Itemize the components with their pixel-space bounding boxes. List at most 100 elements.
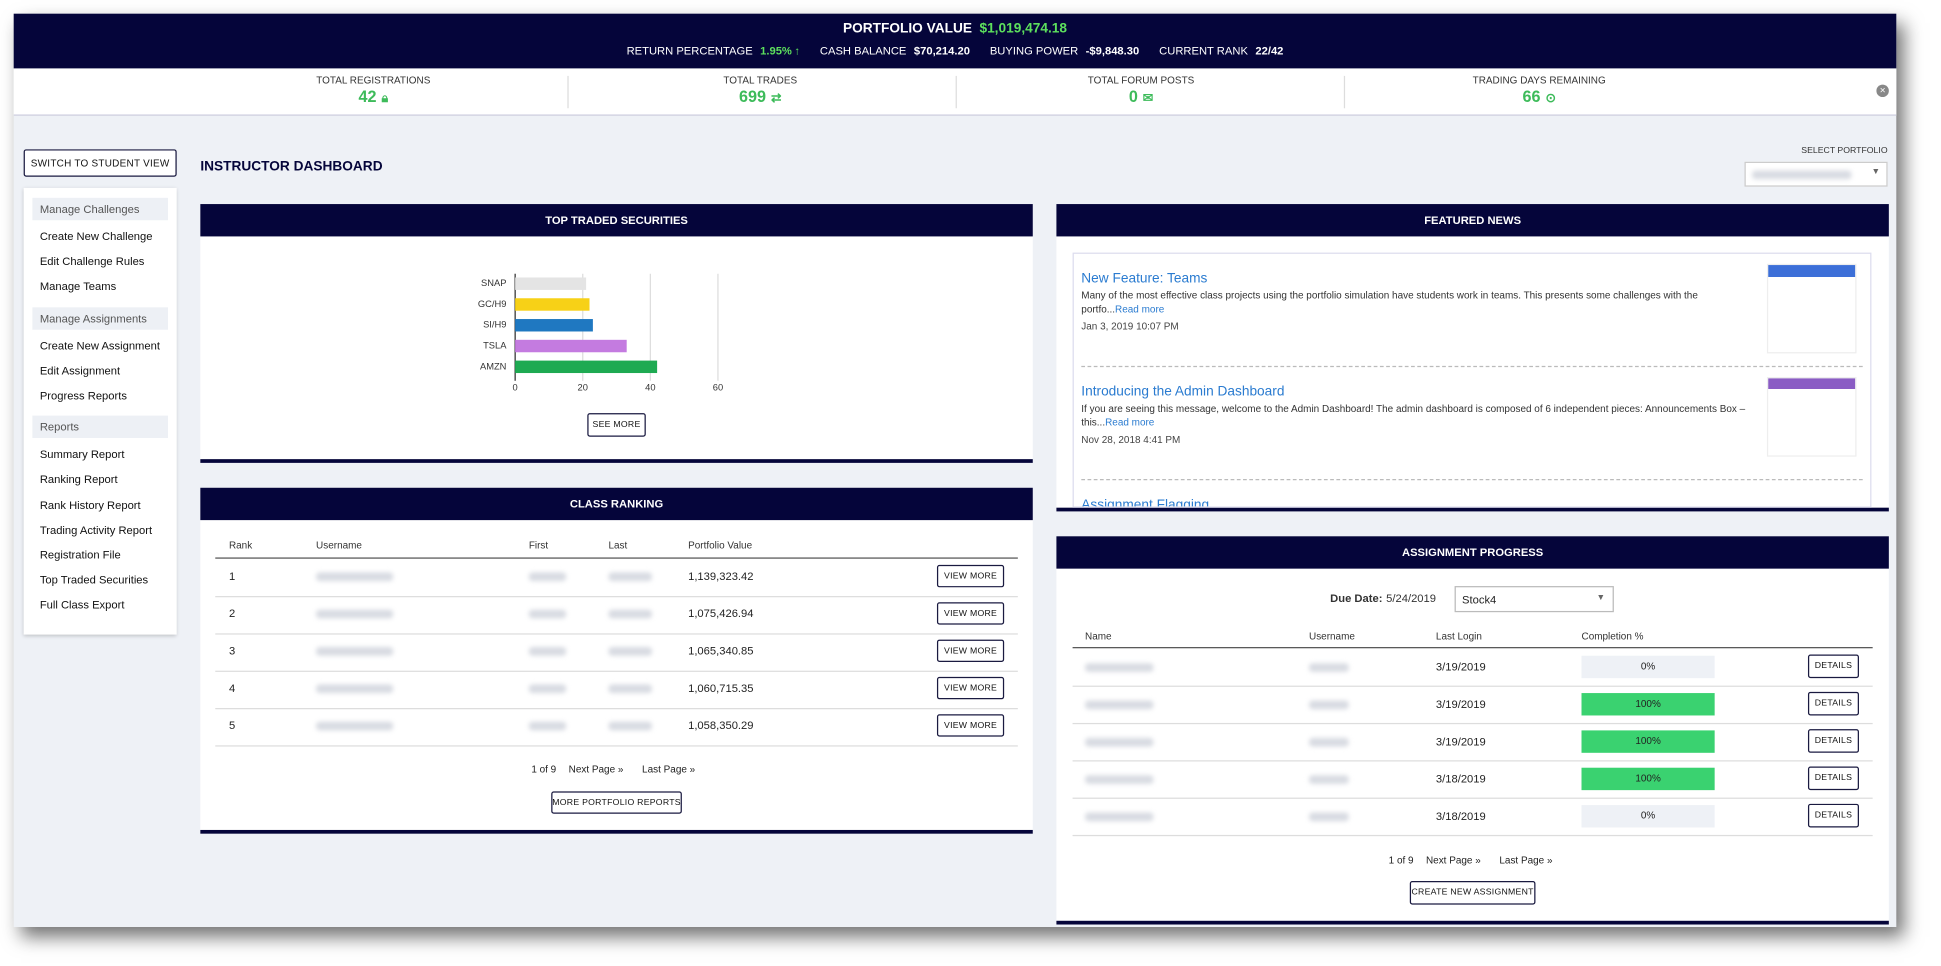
details-button[interactable]: DETAILS — [1807, 766, 1859, 791]
top-traded-panel: TOP TRADED SECURITIES 0 20 40 60 SNAP GC/H9 SI/… — [200, 204, 1033, 463]
row-rule — [1072, 834, 1873, 837]
switch-button[interactable]: SWITCH TO STUDENT VIEW — [23, 149, 177, 177]
sidebar-link[interactable]: Top Traded Securities — [39, 573, 149, 587]
view-more-button[interactable]: VIEW MORE — [936, 564, 1005, 588]
icon: ✉︎ — [1142, 92, 1154, 106]
y-tick-label: SNAP — [481, 278, 506, 288]
last-page-link[interactable]: Last Page » — [1499, 854, 1553, 867]
news-title[interactable]: Assignment Flagging — [1081, 497, 1210, 508]
last-login: 3/18/2019 — [1435, 772, 1486, 786]
details-button[interactable]: DETAILS — [1807, 803, 1859, 828]
details-button[interactable]: DETAILS — [1807, 654, 1859, 679]
sidebar-link[interactable]: Ranking Report — [39, 473, 118, 486]
last-login: 3/19/2019 — [1435, 735, 1486, 748]
create-assignment-button[interactable]: CREATE NEW ASSIGNMENT — [1409, 880, 1536, 905]
details-button[interactable]: DETAILS — [1807, 691, 1859, 716]
header-line-1: PORTFOLIO VALUE $1,019,474.18 — [14, 21, 1897, 36]
x-tick-label: 20 — [578, 383, 588, 393]
news-date: Nov 28, 2018 4:41 PM — [1081, 434, 1181, 446]
news-body: If you are seeing this message, welcome … — [1081, 402, 1747, 429]
blurred-first — [528, 684, 567, 694]
bar — [515, 319, 593, 332]
blurred-username — [1309, 700, 1349, 710]
news-title[interactable]: New Feature: Teams — [1081, 271, 1208, 287]
sidebar-link[interactable]: Registration File — [39, 548, 121, 562]
view-more-button[interactable]: VIEW MORE — [936, 676, 1005, 700]
value: 0 — [1128, 87, 1138, 106]
portfolio-value: $1,019,474.18 — [979, 21, 1068, 37]
rank: 2 — [228, 607, 236, 620]
news-separator — [1081, 479, 1863, 481]
sidebar-link[interactable]: Edit Assignment — [39, 364, 121, 377]
stats-bar: TOTAL REGISTRATIONS 42 🔒︎ TOTAL TRADES 699 ⇄ T… — [13, 68, 1897, 116]
blurred-username — [316, 609, 394, 619]
sidebar-link[interactable]: Edit Challenge Rules — [39, 255, 145, 268]
page-count: 1 of 9 — [531, 764, 557, 776]
sidebar-link[interactable]: Full Class Export — [39, 598, 125, 612]
stat-label: TOTAL FORUM POSTS — [1087, 74, 1195, 86]
y-tick-label: AMZN — [480, 361, 506, 371]
up-arrow: ↑ — [794, 44, 800, 58]
column-header: Rank — [228, 540, 253, 552]
blurred-first — [528, 647, 567, 656]
portfolio-select[interactable]: ▼ — [1744, 161, 1888, 187]
row-rule — [1072, 797, 1873, 799]
last-page-link[interactable]: Last Page » — [642, 764, 696, 776]
portfolio-value: 1,075,426.94 — [688, 607, 754, 620]
column-header: Last — [608, 540, 628, 552]
column-header: First — [528, 540, 549, 552]
completion-fill — [1581, 693, 1715, 716]
assignment-select[interactable]: Stock4 ▼ — [1454, 586, 1614, 613]
portfolio-value: 1,065,340.85 — [688, 644, 754, 657]
header-label: RETURN PERCENTAGE — [626, 44, 753, 58]
last-login: 3/19/2019 — [1435, 660, 1486, 674]
completion-label: 100% — [1635, 698, 1661, 710]
news-title[interactable]: Introducing the Admin Dashboard — [1081, 384, 1285, 400]
stat-label: TOTAL REGISTRATIONS — [316, 74, 431, 86]
blurred-last — [608, 647, 653, 656]
assignment-progress-panel: ASSIGNMENT PROGRESS Due Date: 5/24/2019 Sto… — [1056, 536, 1889, 925]
sidebar-link[interactable]: Manage Teams — [39, 280, 117, 293]
icon: 🔒︎ — [381, 92, 389, 106]
sidebar-link[interactable]: Create New Challenge — [39, 230, 153, 243]
y-tick-label: TSLA — [483, 341, 507, 351]
view-more-button[interactable]: VIEW MORE — [936, 639, 1005, 662]
view-more-button[interactable]: VIEW MORE — [936, 602, 1005, 625]
completion-bar: 0% — [1581, 805, 1715, 828]
next-page-link[interactable]: Next Page » — [1425, 854, 1481, 867]
next-page-link[interactable]: Next Page » — [568, 764, 624, 776]
news-thumbnail — [1766, 377, 1857, 457]
due-label: Due Date: — [1330, 592, 1383, 605]
blurred-first — [528, 572, 567, 582]
y-tick-label: SI/H9 — [483, 320, 506, 330]
stat-label: TOTAL TRADES — [723, 74, 798, 86]
details-button[interactable]: DETAILS — [1807, 729, 1859, 753]
read-more-link: Read more — [1105, 416, 1155, 429]
blurred-username — [1309, 737, 1349, 747]
header-value: -$9,848.30 — [1085, 44, 1140, 58]
sidebar-group-title: Reports — [32, 415, 168, 439]
blurred-name — [1085, 812, 1154, 822]
sidebar-link[interactable]: Progress Reports — [39, 389, 127, 402]
select-label: SELECT PORTFOLIO — [1801, 146, 1888, 156]
sidebar-link[interactable]: Trading Activity Report — [39, 523, 153, 537]
value: 42 — [358, 87, 377, 106]
panel-header: CLASS RANKING — [200, 487, 1033, 521]
row-rule — [215, 670, 1018, 672]
caret: ▼ — [1871, 167, 1881, 177]
sidebar-link[interactable]: Rank History Report — [39, 498, 141, 511]
sidebar-link[interactable]: Summary Report — [39, 448, 125, 461]
see-more-button[interactable]: SEE MORE — [587, 413, 646, 437]
sidebar-link[interactable]: Create New Assignment — [39, 339, 160, 352]
blurred-name — [1085, 737, 1154, 747]
view-more-button[interactable]: VIEW MORE — [936, 714, 1005, 737]
news-thumbnail — [1766, 263, 1857, 354]
blurred-username — [1309, 812, 1349, 822]
body-text: If you are seeing this message, welcome … — [1081, 403, 1746, 429]
column-header: Username — [316, 540, 362, 552]
row-rule — [215, 596, 1018, 598]
more-reports-button[interactable]: MORE PORTFOLIO REPORTS — [551, 791, 682, 814]
close-icon[interactable]: × — [1876, 84, 1889, 98]
